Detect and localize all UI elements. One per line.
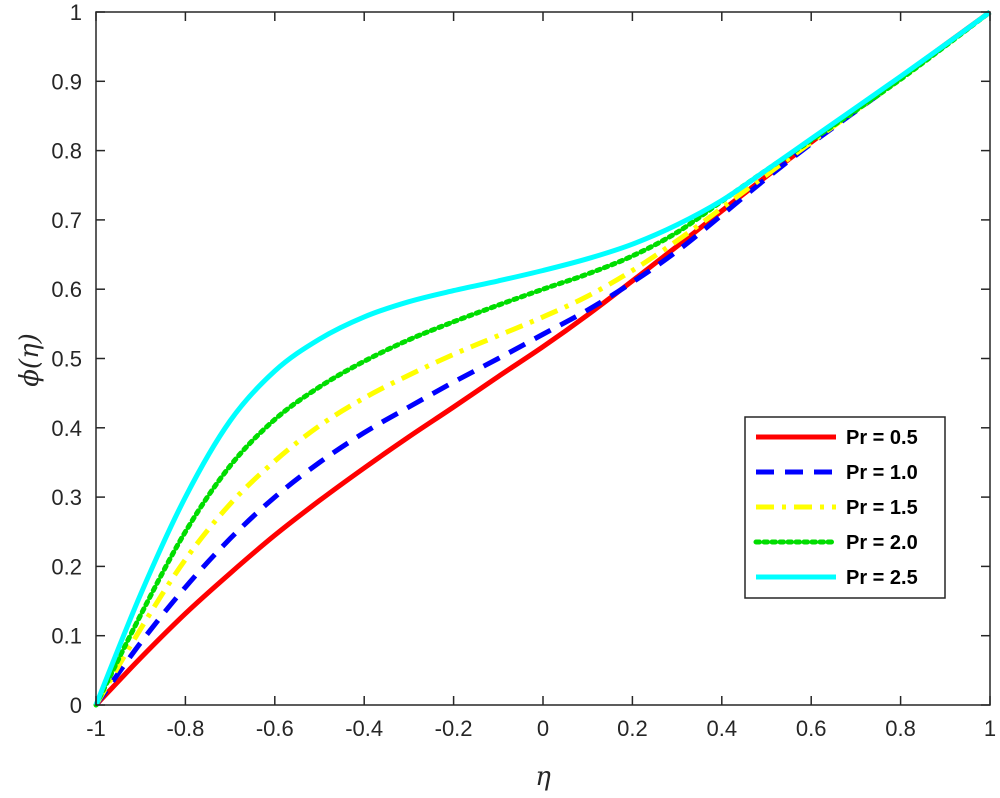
x-tick-label: 0.4 bbox=[707, 716, 738, 741]
x-tick-label: -0.4 bbox=[345, 716, 383, 741]
legend-label-pr-10: Pr = 1.0 bbox=[846, 462, 918, 484]
y-tick-label: 0.1 bbox=[51, 624, 82, 649]
y-tick-label: 0.7 bbox=[51, 208, 82, 233]
y-tick-label: 1 bbox=[70, 0, 82, 25]
x-tick-label: -0.2 bbox=[435, 716, 473, 741]
y-tick-label: 0.6 bbox=[51, 277, 82, 302]
x-tick-label: 0.2 bbox=[617, 716, 648, 741]
x-tick-label: -1 bbox=[86, 716, 106, 741]
legend-label-pr-25: Pr = 2.5 bbox=[846, 567, 918, 589]
legend-label-pr-15: Pr = 1.5 bbox=[846, 497, 918, 519]
y-tick-label: 0 bbox=[70, 693, 82, 718]
y-tick-label: 0.4 bbox=[51, 416, 82, 441]
x-tick-label: -0.6 bbox=[256, 716, 294, 741]
x-axis-label: η bbox=[535, 762, 551, 792]
legend-label-pr-05: Pr = 0.5 bbox=[846, 427, 918, 449]
x-tick-label: 0.8 bbox=[885, 716, 916, 741]
x-tick-label: 1 bbox=[984, 716, 996, 741]
legend: Pr = 0.5 Pr = 1.0 Pr = 1.5 Pr = 2.0 Pr = 2.5 bbox=[744, 416, 946, 599]
x-tick-label: 0 bbox=[537, 716, 549, 741]
legend-box bbox=[744, 416, 946, 599]
x-tick-label: -0.8 bbox=[166, 716, 204, 741]
series-layer bbox=[93, 9, 993, 708]
legend-label-pr-20: Pr = 2.0 bbox=[846, 532, 918, 554]
series-line-pr-25 bbox=[93, 9, 992, 706]
y-axis-ticks: 0 0.1 0.2 0.3 0.4 0.5 0.6 0.7 0.8 0.9 1 bbox=[51, 0, 990, 718]
y-tick-label: 0.9 bbox=[51, 69, 82, 94]
y-tick-label: 0.2 bbox=[51, 554, 82, 579]
series-line-pr-10 bbox=[93, 9, 992, 707]
y-tick-label: 0.5 bbox=[51, 347, 82, 372]
y-axis-label: ϕ(η) bbox=[15, 333, 45, 387]
plot-area bbox=[96, 12, 990, 705]
y-tick-label: 0.8 bbox=[51, 139, 82, 164]
x-axis-ticks: -1 -0.8 -0.6 -0.4 -0.2 0 0.2 0.4 0.6 0.8 1 bbox=[86, 12, 996, 741]
x-tick-label: 0.6 bbox=[796, 716, 827, 741]
y-tick-label: 0.3 bbox=[51, 485, 82, 510]
